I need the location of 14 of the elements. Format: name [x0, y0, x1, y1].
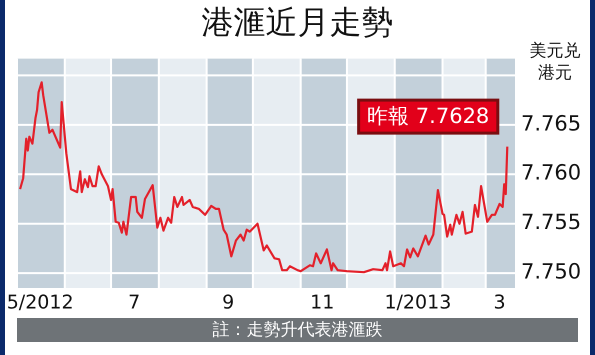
y-tick-label: 7.755	[521, 210, 582, 234]
chart-title: 港滙近月走勢	[200, 2, 394, 42]
x-tick-label: 9	[222, 291, 234, 314]
x-tick-label: 7	[128, 291, 140, 314]
y-tick-label: 7.760	[521, 160, 582, 185]
x-tick-label: 3	[494, 291, 506, 314]
x-tick-label: 5/2012	[6, 291, 74, 314]
y-axis-title: 美元兑港元	[528, 40, 582, 84]
annotation: 昨報 7.7628	[367, 104, 490, 128]
y-tick-label: 7.750	[521, 260, 582, 284]
y-tick-label: 7.765	[521, 111, 582, 136]
x-tick-label: 1/2013	[384, 291, 452, 314]
x-tick-label: 11	[310, 291, 334, 314]
text: 註：走勢升代表港滙跌	[17, 318, 578, 342]
